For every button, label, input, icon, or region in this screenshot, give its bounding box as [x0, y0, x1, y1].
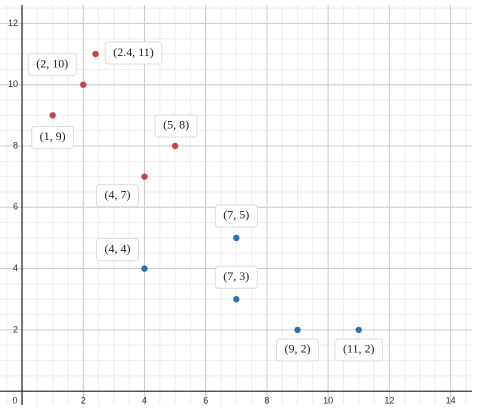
label-background — [214, 204, 258, 228]
point-label: (1, 9) — [40, 129, 66, 143]
label-background — [334, 338, 384, 362]
label-background — [276, 338, 320, 362]
x-tick-label: 14 — [446, 396, 456, 406]
data-point — [80, 81, 87, 88]
point-label: (9, 2) — [285, 342, 311, 356]
point-label-box: (2, 10) — [27, 53, 77, 77]
x-tick-label: 6 — [203, 396, 208, 406]
y-tick-label: 10 — [8, 79, 18, 89]
point-label-box: (5, 8) — [154, 114, 198, 138]
data-point — [92, 50, 99, 58]
y-tick-label: 6 — [13, 202, 18, 212]
label-background — [95, 184, 139, 208]
x-tick-label: 0 — [13, 396, 18, 406]
data-point — [141, 265, 148, 272]
data-point — [355, 326, 362, 334]
point-label-box: (9, 2) — [276, 338, 320, 362]
x-tick-label: 4 — [142, 396, 147, 406]
data-point — [233, 296, 240, 303]
point-label: (4, 7) — [104, 187, 130, 201]
data-point — [171, 142, 179, 150]
y-tick-label: 2 — [13, 324, 18, 334]
point-label-box: (4, 7) — [95, 184, 139, 208]
y-tick-label: 8 — [13, 140, 18, 150]
x-tick-label: 10 — [323, 396, 333, 406]
label-background — [214, 265, 258, 289]
y-tick-label: 12 — [8, 18, 18, 28]
x-tick-label: 12 — [384, 396, 394, 406]
point-label: (2, 10) — [36, 56, 68, 70]
point-label-box: (4, 4) — [95, 238, 139, 262]
data-point — [294, 326, 301, 334]
point-label-box: (1, 9) — [31, 125, 75, 149]
point-label-box: (7, 3) — [214, 265, 258, 289]
label-background — [104, 41, 163, 65]
point-label: (11, 2) — [343, 342, 375, 356]
data-point — [141, 173, 148, 180]
point-label: (4, 4) — [104, 241, 130, 255]
label-background — [154, 114, 198, 138]
x-tick-label: 8 — [264, 396, 269, 406]
point-label: (7, 5) — [223, 208, 249, 222]
point-label-box: (7, 5) — [214, 204, 258, 228]
point-label-box: (2.4, 11) — [104, 41, 163, 65]
x-tick-label: 2 — [81, 396, 86, 406]
label-background — [31, 125, 75, 149]
data-point — [49, 112, 56, 119]
label-background — [27, 53, 77, 77]
point-label: (5, 8) — [163, 118, 189, 132]
point-label: (2.4, 11) — [113, 45, 154, 59]
point-label: (7, 3) — [223, 269, 249, 283]
label-background — [95, 238, 139, 262]
point-label-box: (11, 2) — [334, 338, 384, 362]
data-point — [233, 234, 240, 242]
y-tick-label: 4 — [13, 263, 18, 273]
